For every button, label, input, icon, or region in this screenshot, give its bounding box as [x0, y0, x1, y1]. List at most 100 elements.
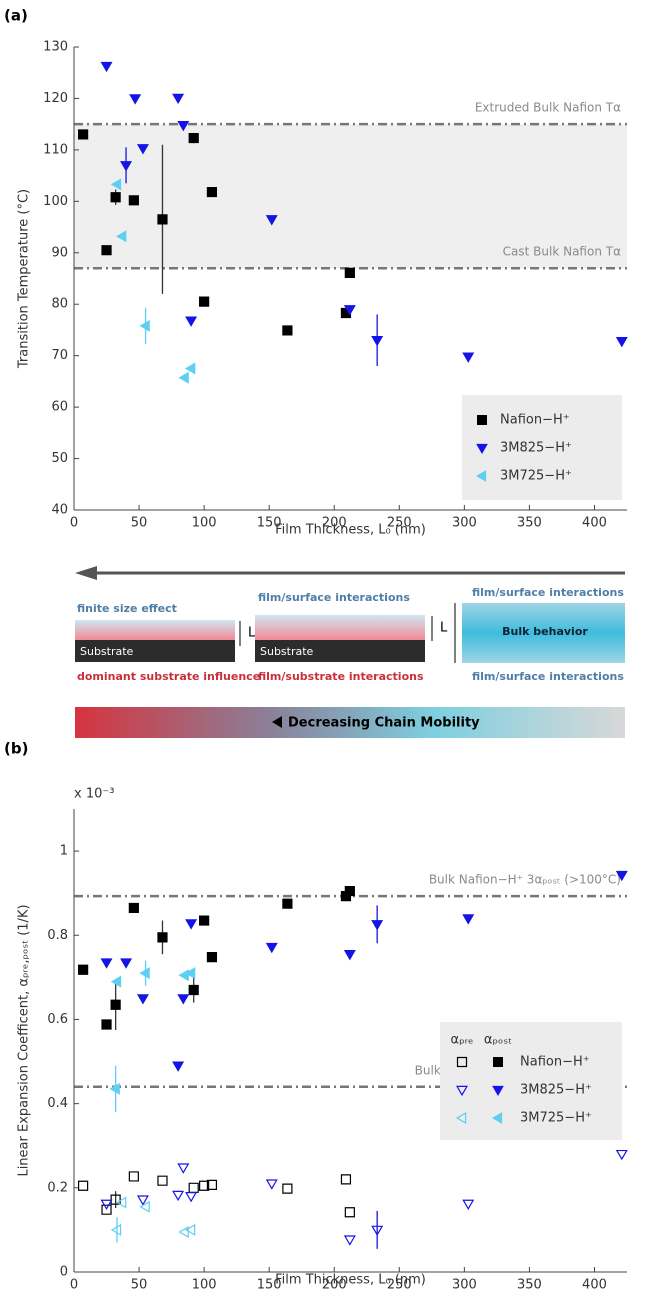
x-tick-label: 250 — [387, 1278, 412, 1289]
marker — [340, 1174, 352, 1185]
x-tick-label: 100 — [192, 516, 217, 531]
legend-box — [462, 395, 622, 500]
x-tick-label: 200 — [322, 516, 347, 531]
legend-marker — [477, 415, 487, 425]
marker — [115, 230, 127, 243]
marker — [206, 1179, 218, 1190]
legend-marker — [476, 443, 488, 454]
arrow-head — [272, 716, 282, 728]
legend-label: Nafion−H⁺ — [520, 1055, 590, 1070]
legend-label: 3M825−H⁺ — [520, 1083, 592, 1098]
bulk-film — [462, 603, 625, 663]
marker — [184, 1223, 196, 1236]
marker — [101, 245, 112, 256]
marker — [110, 178, 122, 191]
marker — [128, 1171, 139, 1182]
reference-band — [74, 124, 627, 269]
x-tick-label: 400 — [582, 516, 607, 531]
marker — [129, 94, 142, 105]
y-tick-label: 60 — [51, 400, 68, 415]
y-tick-label: 0.6 — [47, 1012, 68, 1027]
marker — [100, 958, 113, 969]
arrow-head — [75, 566, 97, 580]
x-tick-label: 300 — [452, 516, 477, 531]
film — [75, 620, 235, 640]
label: dominant substrate influence — [77, 670, 260, 683]
label: Bulk behavior — [502, 625, 588, 638]
marker — [157, 214, 168, 225]
x-tick-label: 50 — [131, 516, 148, 531]
marker — [136, 144, 149, 155]
panel-label: (a) — [4, 7, 28, 25]
marker — [188, 132, 199, 144]
panel-label: (b) — [4, 740, 28, 758]
marker — [178, 371, 189, 384]
label: film/substrate interactions — [258, 670, 424, 683]
legend-label: Nafion−H⁺ — [500, 413, 570, 428]
marker — [100, 61, 113, 73]
y-tick-label: 130 — [43, 40, 68, 55]
marker — [78, 129, 89, 140]
reference-label: Cast Bulk Nafion Tα — [503, 245, 621, 259]
x-tick-label: 50 — [131, 1278, 148, 1289]
marker — [172, 1061, 185, 1072]
schematic: finite size effect dominant substrate in… — [75, 566, 625, 738]
marker — [136, 1195, 149, 1206]
marker — [462, 914, 475, 925]
marker — [78, 1180, 89, 1191]
marker — [265, 215, 278, 226]
marker — [185, 919, 198, 930]
label: Decreasing Chain Mobility — [288, 716, 480, 731]
x-tick-label: 150 — [257, 1278, 282, 1289]
y-tick-label: 110 — [43, 142, 68, 157]
x-tick-label: 150 — [257, 516, 282, 531]
marker — [172, 93, 185, 105]
marker — [188, 1182, 199, 1193]
label: Substrate — [260, 645, 314, 658]
marker — [343, 1235, 356, 1246]
marker — [110, 975, 122, 988]
marker — [185, 316, 198, 327]
marker — [177, 1163, 190, 1174]
marker — [185, 1192, 198, 1203]
legend-marker — [455, 1112, 467, 1124]
marker — [282, 1183, 293, 1194]
marker — [110, 999, 121, 1010]
x-tick-label: 250 — [387, 516, 412, 531]
marker — [199, 1180, 210, 1191]
marker — [139, 1200, 150, 1213]
y-tick-label: 40 — [51, 503, 68, 518]
marker — [184, 967, 196, 980]
label: film/surface interactions — [472, 586, 624, 599]
marker — [128, 195, 139, 206]
marker — [206, 186, 218, 198]
legend-label: 3M725−H⁺ — [520, 1111, 592, 1126]
x-tick-label: 350 — [517, 1278, 542, 1289]
x-tick-label: 200 — [322, 1278, 347, 1289]
y-tick-label: 120 — [43, 91, 68, 106]
label: L — [440, 621, 448, 636]
marker — [110, 1223, 122, 1236]
marker — [344, 1207, 355, 1218]
marker — [615, 337, 628, 348]
marker — [188, 984, 199, 996]
y-tick-label: 0.4 — [47, 1096, 68, 1111]
y-tick-label: 0 — [60, 1265, 68, 1280]
x-tick-label: 100 — [192, 1278, 217, 1289]
marker — [615, 1149, 628, 1161]
legend-label: 3M725−H⁺ — [500, 469, 572, 484]
substrate — [255, 640, 425, 662]
marker — [199, 296, 210, 307]
y-tick-label: 50 — [51, 451, 68, 466]
marker — [100, 1199, 113, 1210]
x-tick-label: 0 — [70, 1278, 78, 1289]
marker — [344, 885, 355, 897]
legend-marker — [476, 470, 487, 482]
label: film/surface interactions — [258, 591, 410, 604]
marker — [282, 898, 293, 909]
marker — [109, 1082, 120, 1095]
legend-header: αₚᵣₑ — [451, 1033, 474, 1048]
marker — [120, 161, 133, 172]
marker — [177, 120, 190, 132]
